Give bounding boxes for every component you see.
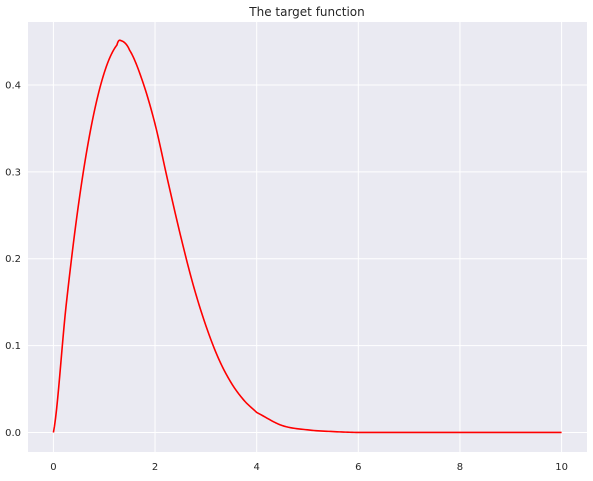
x-tick-label: 4 bbox=[253, 462, 259, 473]
y-tick-label: 0.1 bbox=[5, 341, 21, 352]
y-tick-label: 0.3 bbox=[5, 167, 21, 178]
x-tick-label: 2 bbox=[152, 462, 158, 473]
y-tick-label: 0.4 bbox=[5, 80, 21, 91]
plot-background bbox=[28, 22, 587, 452]
x-tick-label: 10 bbox=[555, 462, 568, 473]
y-tick-label: 0.2 bbox=[5, 254, 21, 265]
x-tick-label: 0 bbox=[50, 462, 56, 473]
y-axis: 0.0 0.1 0.2 0.3 0.4 bbox=[5, 80, 21, 438]
x-tick-label: 8 bbox=[457, 462, 463, 473]
x-axis: 0 2 4 6 8 10 bbox=[50, 462, 568, 473]
chart-title: The target function bbox=[248, 5, 364, 19]
x-tick-label: 6 bbox=[355, 462, 361, 473]
y-tick-label: 0.0 bbox=[5, 428, 21, 439]
